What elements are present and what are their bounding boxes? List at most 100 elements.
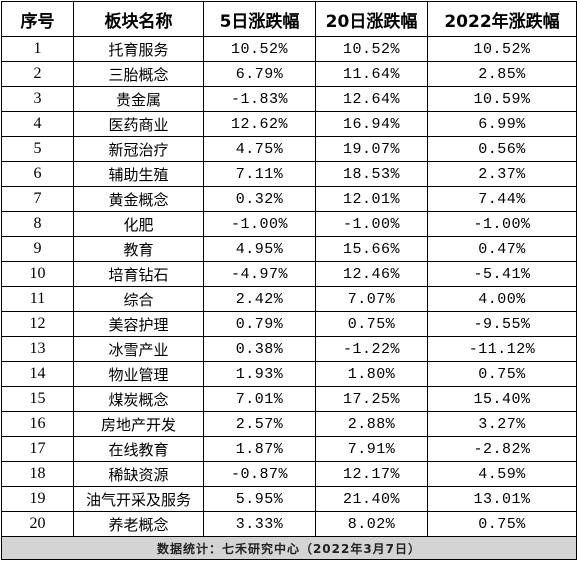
table-row: 6 辅助生殖 7.11% 18.53% 2.37% — [1, 161, 577, 187]
cell-index: 15 — [1, 386, 74, 412]
cell-sector-name: 煤炭概念 — [73, 386, 204, 412]
cell-sector-name: 培育钻石 — [73, 261, 204, 287]
cell-change-5d: -0.87% — [203, 461, 316, 487]
cell-index: 5 — [1, 136, 74, 162]
table-row: 19 油气开采及服务 5.95% 21.40% 13.01% — [1, 486, 577, 512]
cell-change-5d: 1.87% — [203, 436, 316, 462]
table-row: 3 贵金属 -1.83% 12.64% 10.59% — [1, 86, 577, 112]
table-row: 20 养老概念 3.33% 8.02% 0.75% — [1, 511, 577, 537]
cell-change-2022: 4.59% — [427, 461, 577, 487]
cell-change-20d: 16.94% — [315, 111, 428, 137]
cell-index: 4 — [1, 111, 74, 137]
cell-sector-name: 美容护理 — [73, 311, 204, 337]
cell-change-2022: -11.12% — [427, 336, 577, 362]
cell-sector-name: 教育 — [73, 236, 204, 262]
cell-change-2022: 7.44% — [427, 186, 577, 212]
cell-change-20d: 7.91% — [315, 436, 428, 462]
table-row: 14 物业管理 1.93% 1.80% 0.75% — [1, 361, 577, 387]
cell-change-2022: 4.00% — [427, 286, 577, 312]
cell-change-5d: 4.75% — [203, 136, 316, 162]
cell-change-20d: 19.07% — [315, 136, 428, 162]
cell-change-5d: 4.95% — [203, 236, 316, 262]
cell-change-20d: -1.00% — [315, 211, 428, 237]
cell-sector-name: 房地产开发 — [73, 411, 204, 437]
header-change-20d: 20日涨跌幅 — [315, 1, 428, 37]
cell-sector-name: 综合 — [73, 286, 204, 312]
cell-sector-name: 在线教育 — [73, 436, 204, 462]
cell-change-2022: 2.85% — [427, 61, 577, 87]
table-row: 7 黄金概念 0.32% 12.01% 7.44% — [1, 186, 577, 212]
cell-change-20d: 0.75% — [315, 311, 428, 337]
cell-change-5d: -1.83% — [203, 86, 316, 112]
table-footer-row: 数据统计：七禾研究中心（2022年3月7日） — [1, 536, 577, 560]
table-row: 8 化肥 -1.00% -1.00% -1.00% — [1, 211, 577, 237]
cell-change-20d: 8.02% — [315, 511, 428, 537]
table-row: 11 综合 2.42% 7.07% 4.00% — [1, 286, 577, 312]
cell-change-5d: 5.95% — [203, 486, 316, 512]
cell-sector-name: 冰雪产业 — [73, 336, 204, 362]
cell-change-2022: 10.59% — [427, 86, 577, 112]
cell-sector-name: 托育服务 — [73, 36, 204, 62]
cell-change-20d: 18.53% — [315, 161, 428, 187]
cell-index: 20 — [1, 511, 74, 537]
cell-change-2022: 0.56% — [427, 136, 577, 162]
cell-sector-name: 物业管理 — [73, 361, 204, 387]
cell-change-2022: 0.75% — [427, 361, 577, 387]
cell-change-2022: 0.47% — [427, 236, 577, 262]
cell-change-20d: 7.07% — [315, 286, 428, 312]
table-row: 5 新冠治疗 4.75% 19.07% 0.56% — [1, 136, 577, 162]
cell-sector-name: 稀缺资源 — [73, 461, 204, 487]
cell-change-5d: 1.93% — [203, 361, 316, 387]
cell-change-5d: 3.33% — [203, 511, 316, 537]
cell-change-2022: 15.40% — [427, 386, 577, 412]
cell-index: 1 — [1, 36, 74, 62]
cell-index: 14 — [1, 361, 74, 387]
cell-index: 18 — [1, 461, 74, 487]
cell-change-20d: 17.25% — [315, 386, 428, 412]
cell-change-20d: 11.64% — [315, 61, 428, 87]
cell-change-2022: 2.37% — [427, 161, 577, 187]
cell-change-2022: -5.41% — [427, 261, 577, 287]
table-row: 9 教育 4.95% 15.66% 0.47% — [1, 236, 577, 262]
cell-sector-name: 养老概念 — [73, 511, 204, 537]
cell-sector-name: 新冠治疗 — [73, 136, 204, 162]
table-row: 13 冰雪产业 0.38% -1.22% -11.12% — [1, 336, 577, 362]
cell-index: 17 — [1, 436, 74, 462]
table-row: 15 煤炭概念 7.01% 17.25% 15.40% — [1, 386, 577, 412]
cell-change-5d: 2.57% — [203, 411, 316, 437]
cell-sector-name: 黄金概念 — [73, 186, 204, 212]
cell-change-5d: 12.62% — [203, 111, 316, 137]
table-header-row: 序号 板块名称 5日涨跌幅 20日涨跌幅 2022年涨跌幅 — [1, 1, 577, 37]
cell-index: 16 — [1, 411, 74, 437]
cell-change-5d: 10.52% — [203, 36, 316, 62]
cell-sector-name: 辅助生殖 — [73, 161, 204, 187]
cell-change-2022: -2.82% — [427, 436, 577, 462]
data-source-note: 数据统计：七禾研究中心（2022年3月7日） — [1, 536, 577, 560]
cell-change-2022: 3.27% — [427, 411, 577, 437]
cell-index: 10 — [1, 261, 74, 287]
header-index: 序号 — [1, 1, 74, 37]
cell-change-2022: 10.52% — [427, 36, 577, 62]
cell-index: 11 — [1, 286, 74, 312]
cell-change-5d: 7.01% — [203, 386, 316, 412]
cell-change-20d: 1.80% — [315, 361, 428, 387]
cell-index: 6 — [1, 161, 74, 187]
cell-change-5d: -1.00% — [203, 211, 316, 237]
cell-change-5d: 0.38% — [203, 336, 316, 362]
cell-change-2022: -9.55% — [427, 311, 577, 337]
table-row: 17 在线教育 1.87% 7.91% -2.82% — [1, 436, 577, 462]
cell-change-2022: 6.99% — [427, 111, 577, 137]
cell-sector-name: 油气开采及服务 — [73, 486, 204, 512]
cell-sector-name: 医药商业 — [73, 111, 204, 137]
cell-sector-name: 贵金属 — [73, 86, 204, 112]
cell-index: 9 — [1, 236, 74, 262]
cell-change-20d: 12.64% — [315, 86, 428, 112]
cell-change-2022: -1.00% — [427, 211, 577, 237]
cell-change-20d: 12.17% — [315, 461, 428, 487]
cell-index: 3 — [1, 86, 74, 112]
table-row: 12 美容护理 0.79% 0.75% -9.55% — [1, 311, 577, 337]
cell-sector-name: 化肥 — [73, 211, 204, 237]
table-row: 10 培育钻石 -4.97% 12.46% -5.41% — [1, 261, 577, 287]
cell-change-2022: 13.01% — [427, 486, 577, 512]
